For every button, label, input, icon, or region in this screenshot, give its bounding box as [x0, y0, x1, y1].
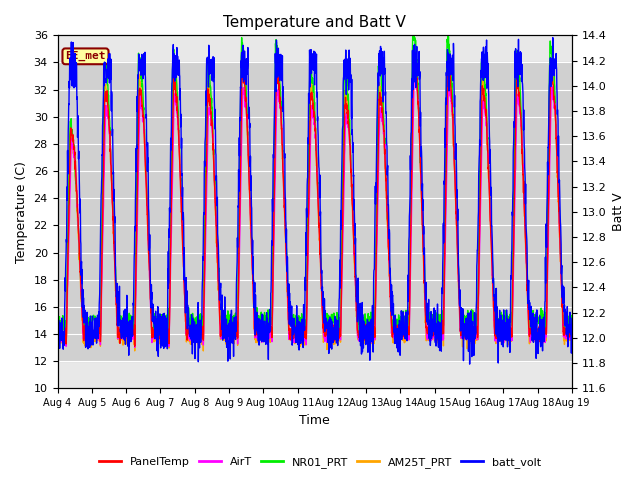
Y-axis label: Temperature (C): Temperature (C) [15, 161, 28, 263]
X-axis label: Time: Time [300, 414, 330, 427]
Title: Temperature and Batt V: Temperature and Batt V [223, 15, 406, 30]
Legend: PanelTemp, AirT, NR01_PRT, AM25T_PRT, batt_volt: PanelTemp, AirT, NR01_PRT, AM25T_PRT, ba… [94, 452, 546, 472]
Text: EE_met: EE_met [65, 51, 106, 61]
Y-axis label: Batt V: Batt V [612, 192, 625, 231]
Bar [58, 62, 572, 361]
